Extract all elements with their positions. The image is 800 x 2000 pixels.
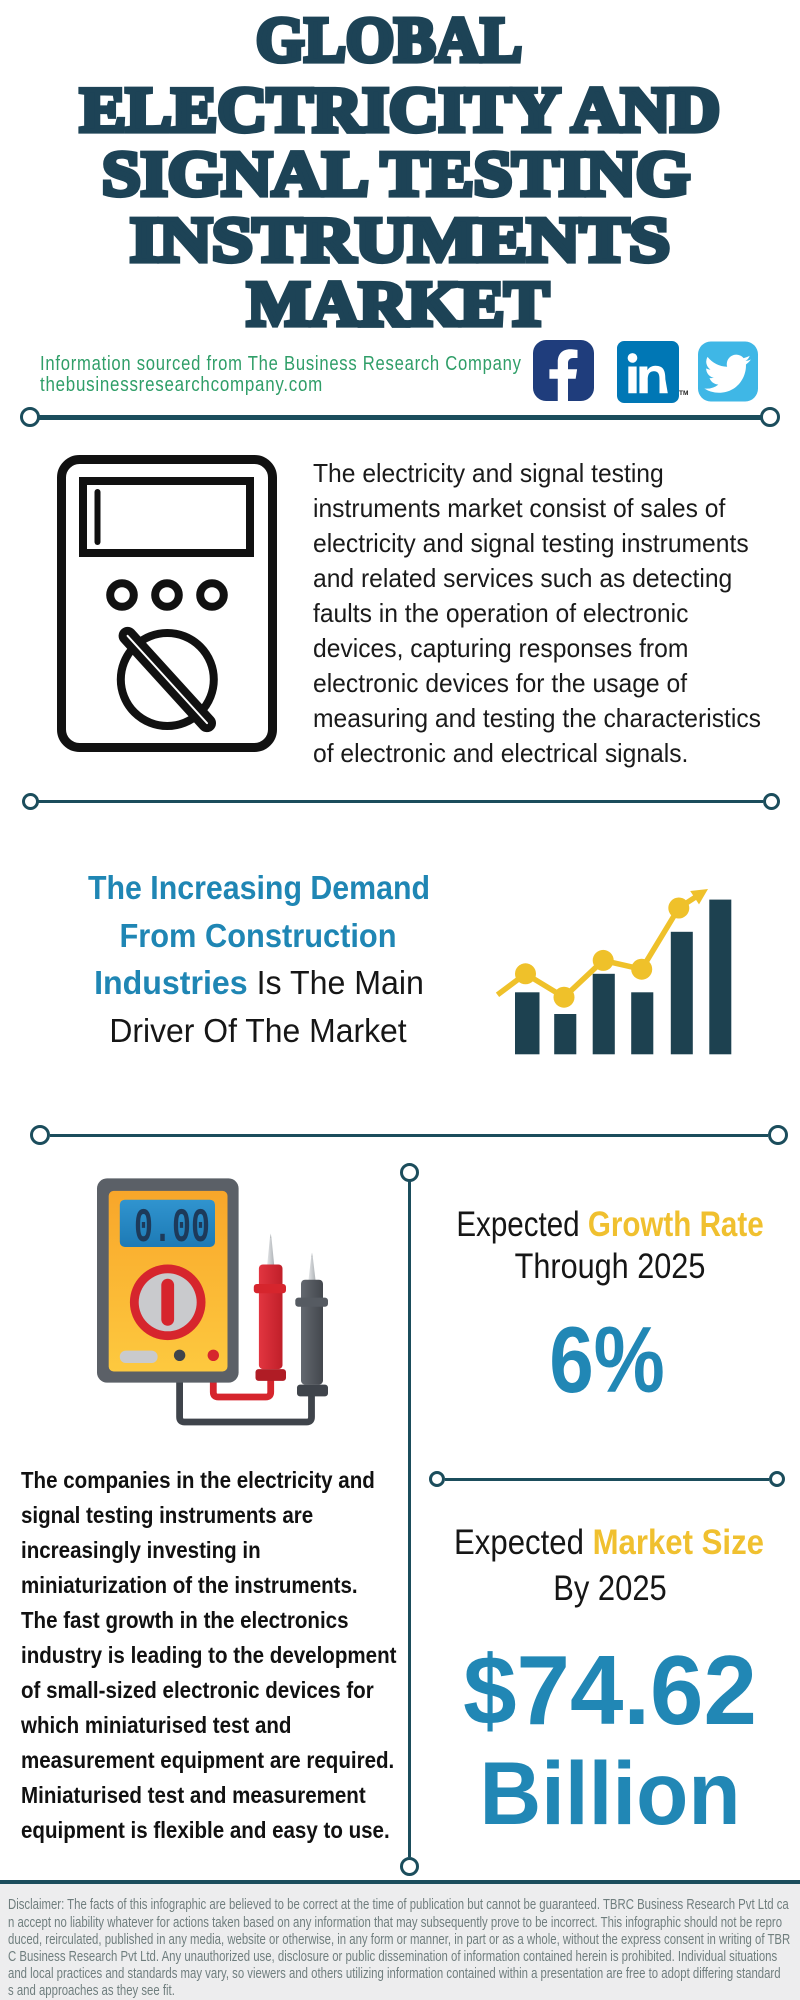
svg-text:MARKET: MARKET [247, 268, 549, 339]
svg-text:ELECTRICITY AND: ELECTRICITY AND [80, 74, 720, 145]
svg-text:SIGNAL TESTING: SIGNAL TESTING [102, 138, 690, 209]
svg-text:INSTRUMENTS: INSTRUMENTS [130, 204, 670, 275]
svg-text:0.00: 0.00 [134, 1202, 210, 1256]
svg-text:GLOBAL: GLOBAL [256, 4, 522, 75]
